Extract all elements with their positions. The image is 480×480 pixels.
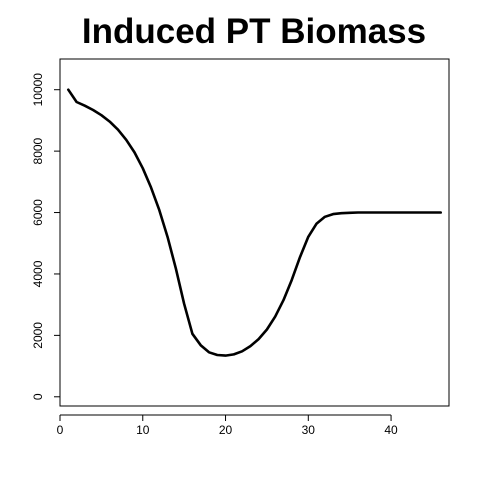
y-tick-label: 8000 bbox=[31, 137, 45, 164]
plot-frame bbox=[59, 58, 450, 407]
y-tick-label: 10000 bbox=[31, 73, 45, 107]
y-tick-label: 4000 bbox=[31, 260, 45, 287]
y-tick-label: 2000 bbox=[31, 322, 45, 349]
x-tick-label: 40 bbox=[384, 423, 398, 437]
y-axis: 0 2000 4000 6000 8000 10000 bbox=[31, 73, 61, 400]
x-tick-label: 30 bbox=[302, 423, 316, 437]
series-layer bbox=[67, 88, 443, 357]
x-tick-label: 20 bbox=[219, 423, 233, 437]
chart-title: Induced PT Biomass bbox=[82, 12, 426, 51]
y-tick-label: 0 bbox=[31, 393, 45, 400]
x-axis: 0 10 20 30 40 bbox=[57, 414, 398, 437]
series-line bbox=[67, 88, 443, 357]
x-tick-label: 10 bbox=[136, 423, 150, 437]
y-tick-label: 6000 bbox=[31, 199, 45, 226]
x-tick-label: 0 bbox=[57, 423, 64, 437]
